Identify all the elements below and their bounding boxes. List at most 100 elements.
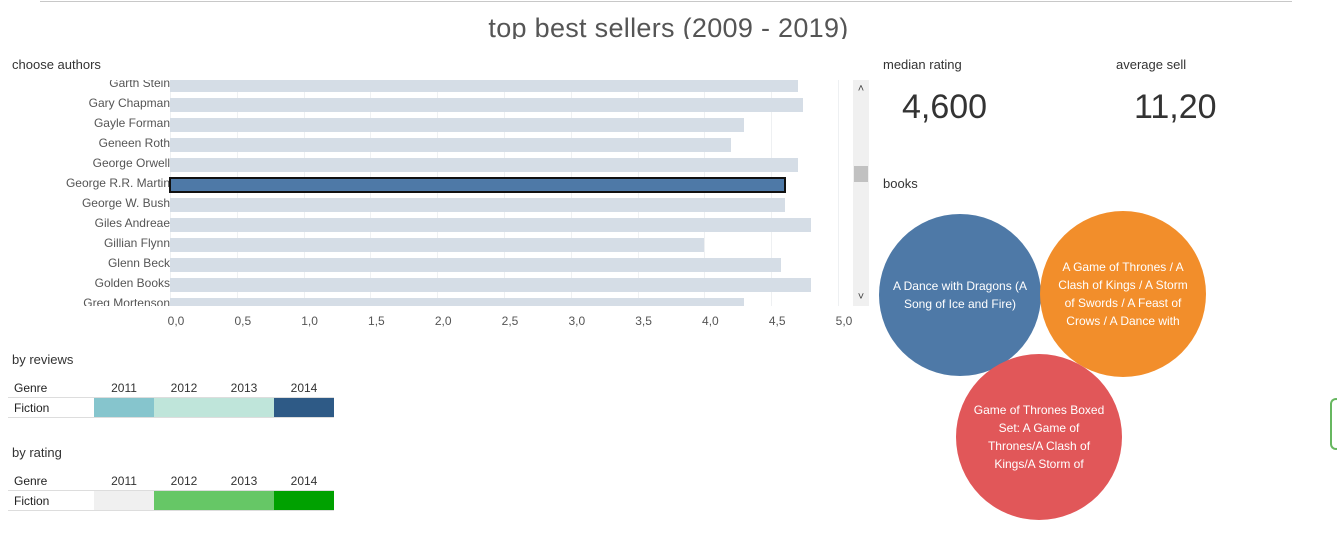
author-row[interactable]: Geneen Roth	[8, 134, 870, 154]
heat-cell[interactable]	[214, 490, 274, 511]
genre-header: Genre	[14, 380, 48, 395]
gridline	[504, 80, 505, 306]
gridline	[637, 80, 639, 306]
axis-tick-label: 3,0	[568, 314, 586, 328]
gridline	[170, 80, 171, 306]
author-rating-bar[interactable]	[170, 298, 745, 306]
author-row[interactable]: Gary Chapman	[8, 94, 870, 114]
year-header: 2011	[111, 380, 137, 395]
scroll-down-icon[interactable]: ˅	[857, 291, 865, 303]
gridline	[838, 80, 839, 306]
gridline	[236, 80, 238, 306]
year-header: 2014	[290, 473, 318, 488]
genre-header: Genre	[14, 473, 48, 488]
authors-scrollbar[interactable]: ˄ ˅	[853, 80, 869, 306]
author-row[interactable]: Gillian Flynn	[8, 234, 870, 254]
heat-cell[interactable]	[274, 397, 334, 418]
book-bubble-label: Game of Thrones Boxed Set: A Game of Thr…	[973, 403, 1105, 471]
authors-panel-label: choose authors	[12, 57, 101, 72]
author-row[interactable]: George Orwell	[8, 154, 870, 174]
year-header: 2012	[170, 473, 198, 488]
by-rating-label: by rating	[12, 445, 62, 460]
row-label-fiction: Fiction	[8, 397, 94, 418]
author-row[interactable]: George R.R. Martin	[8, 174, 870, 194]
author-rating-bar[interactable]	[170, 80, 798, 92]
author-rating-bar[interactable]	[170, 238, 705, 252]
row-label-fiction: Fiction	[8, 490, 94, 511]
book-bubble-boxed-set[interactable]: Game of Thrones Boxed Set: A Game of Thr…	[956, 354, 1122, 520]
author-rating-bar[interactable]	[170, 278, 812, 292]
author-rating-bar[interactable]	[170, 138, 732, 152]
average-sell-value: 11,20	[1134, 88, 1217, 126]
book-bubble-label: A Dance with Dragons (A Song of Ice and …	[892, 279, 1028, 311]
author-row[interactable]: Gayle Forman	[8, 114, 870, 134]
by-reviews-heatmap: Genre 2011 2012 2013 2014 Fiction	[8, 378, 334, 418]
author-row[interactable]: Golden Books	[8, 274, 870, 294]
author-row[interactable]: George W. Bush	[8, 194, 870, 214]
average-sell-label: average sell	[1116, 57, 1187, 72]
author-rating-bar[interactable]	[170, 158, 798, 172]
author-row[interactable]: Giles Andreae	[8, 214, 870, 234]
heat-cell[interactable]	[214, 397, 274, 418]
book-bubble-label: A Game of Thrones / A Clash of Kings / A…	[1058, 260, 1188, 328]
author-rating-bar[interactable]	[169, 177, 786, 193]
axis-tick-label: 1,0	[301, 314, 318, 328]
author-rating-bar[interactable]	[170, 118, 745, 132]
author-row[interactable]: Garth Stein	[8, 80, 870, 94]
axis-tick-label: 0,5	[234, 314, 252, 328]
year-header: 2014	[290, 380, 318, 395]
author-label: George W. Bush	[81, 196, 170, 210]
author-label: Garth Stein	[109, 80, 170, 90]
axis-tick-label: 4,0	[702, 314, 719, 328]
gridline	[704, 80, 706, 306]
author-label: Gayle Forman	[93, 116, 170, 130]
top-divider	[40, 1, 1292, 2]
side-panel-toggle[interactable]	[1330, 398, 1337, 450]
axis-tick-label: 2,0	[434, 314, 452, 328]
author-label: George Orwell	[92, 156, 170, 170]
by-rating-heatmap: Genre 2011 2012 2013 2014 Fiction	[8, 471, 334, 511]
dashboard-title: top best sellers (2009 - 2019)	[488, 13, 849, 39]
authors-bar-chart[interactable]: Garth Stein Gary Chapman Gayle Forman Genee…	[8, 80, 870, 306]
heat-cell[interactable]	[94, 490, 154, 511]
author-label: Geneen Roth	[98, 136, 170, 150]
heat-cell[interactable]	[94, 397, 154, 418]
author-label: George R.R. Martin	[65, 176, 170, 190]
axis-tick-label: 2,5	[501, 314, 519, 328]
author-label: Glenn Beck	[107, 256, 170, 270]
gridline	[370, 80, 372, 306]
heat-cell[interactable]	[154, 397, 214, 418]
axis-tick-label: 1,5	[368, 314, 385, 328]
axis-tick-label: 0,0	[167, 314, 185, 328]
gridline	[771, 80, 773, 306]
gridline	[437, 80, 439, 306]
year-header: 2013	[230, 473, 258, 488]
author-label: Gillian Flynn	[103, 236, 170, 250]
author-rating-bar[interactable]	[170, 258, 781, 272]
author-row[interactable]: Glenn Beck	[8, 254, 870, 274]
year-header: 2011	[111, 473, 137, 488]
author-rating-bar[interactable]	[170, 98, 804, 112]
scroll-up-icon[interactable]: ˄	[857, 83, 865, 95]
axis-tick-label: 3,5	[635, 314, 652, 328]
book-bubble-game-of-thrones-set[interactable]: A Game of Thrones / A Clash of Kings / A…	[1040, 211, 1206, 377]
year-header: 2013	[230, 380, 258, 395]
axis-tick-label: 5,0	[835, 314, 853, 328]
heat-cell[interactable]	[154, 490, 214, 511]
author-label: Gary Chapman	[88, 96, 170, 110]
author-rating-bar[interactable]	[170, 218, 812, 232]
by-reviews-label: by reviews	[12, 352, 74, 367]
year-header: 2012	[170, 380, 198, 395]
gridline	[303, 80, 305, 306]
heat-cell[interactable]	[274, 490, 334, 511]
scroll-thumb[interactable]	[854, 166, 868, 182]
books-label: books	[883, 176, 918, 191]
axis-tick-label: 4,5	[768, 314, 786, 328]
book-bubble-dance-with-dragons[interactable]: A Dance with Dragons (A Song of Ice and …	[879, 214, 1041, 376]
author-label: Greg Mortenson	[83, 296, 170, 306]
author-label: Golden Books	[94, 276, 170, 290]
median-rating-value: 4,600	[902, 88, 988, 126]
author-row[interactable]: Greg Mortenson	[8, 294, 870, 306]
author-rating-bar[interactable]	[170, 198, 785, 212]
author-label: Giles Andreae	[94, 216, 170, 230]
